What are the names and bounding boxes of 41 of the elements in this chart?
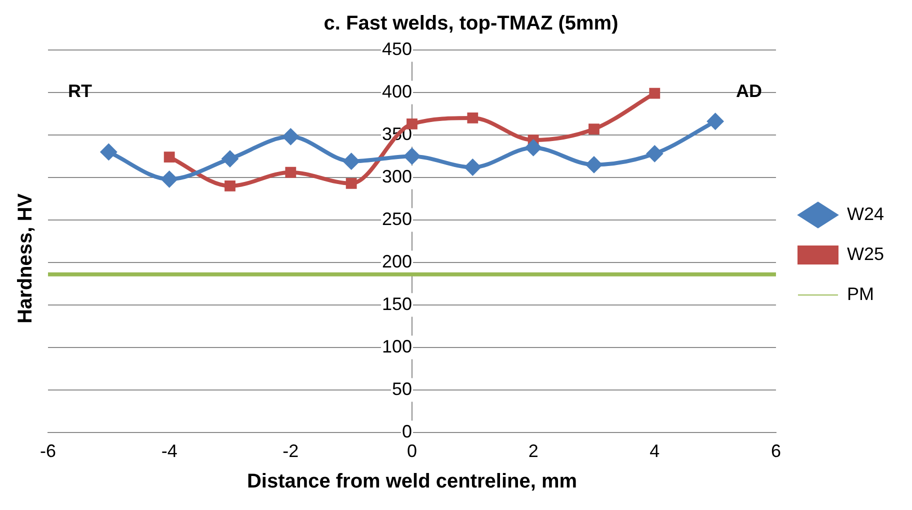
y-tick-label: 100	[382, 336, 412, 356]
point	[224, 180, 236, 192]
y-tick-label: 50	[392, 378, 412, 399]
point	[346, 178, 357, 189]
point	[342, 152, 360, 170]
point	[467, 112, 478, 124]
legend-label: PM	[846, 284, 874, 304]
annotation: AD	[736, 80, 762, 101]
y-tick-label: 400	[382, 81, 412, 102]
point	[646, 145, 664, 162]
point	[585, 156, 602, 174]
point	[222, 150, 238, 168]
x-tick-label: 6	[770, 441, 781, 462]
point	[285, 166, 296, 178]
point	[403, 148, 420, 165]
point	[524, 139, 542, 156]
y-tick-label: 300	[382, 166, 412, 186]
point	[649, 88, 660, 99]
y-tick-label: 0	[402, 421, 412, 442]
y-tick-label: 150	[382, 294, 412, 314]
y-tick-label: 250	[382, 208, 412, 229]
point	[164, 152, 175, 163]
legend-label: W25	[846, 244, 884, 264]
annotation: RT	[68, 80, 92, 101]
x-tick-label: -2	[282, 441, 299, 462]
y-tick-label: 450	[382, 38, 412, 59]
point	[588, 124, 600, 134]
point	[464, 158, 482, 176]
point	[160, 170, 178, 188]
x-tick-label: 4	[650, 441, 660, 462]
y-axis-title: Hardness, HV	[14, 192, 38, 324]
point	[706, 112, 724, 130]
legend-label: W24	[846, 204, 884, 224]
y-tick-label: 200	[382, 251, 412, 272]
x-tick-label: -4	[161, 441, 178, 462]
point	[100, 143, 118, 160]
chart-title: c. Fast welds, top-TMAZ (5mm)	[324, 12, 618, 35]
x-tick-label: 2	[528, 441, 538, 462]
point	[282, 128, 300, 146]
x-axis-title: Distance from weld centreline, mm	[246, 470, 578, 493]
x-tick-label: -6	[40, 441, 56, 462]
